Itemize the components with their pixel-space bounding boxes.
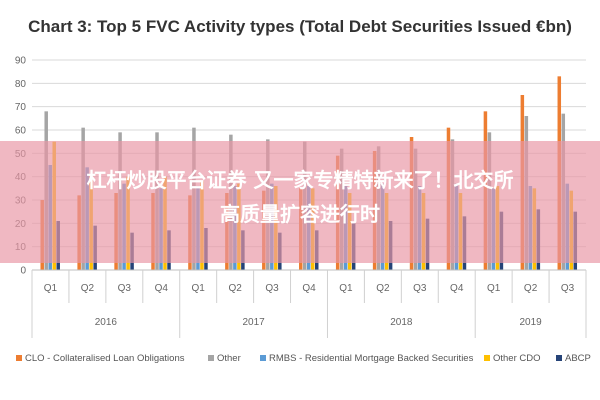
- legend-swatch: [556, 355, 562, 361]
- x-tick-label: Q3: [118, 283, 132, 294]
- x-tick-label: Q4: [155, 283, 169, 294]
- x-tick-label: Q4: [450, 283, 464, 294]
- legend-label: ABCP: [565, 353, 591, 364]
- overlay-banner[interactable]: [0, 141, 600, 263]
- legend-label: Other: [217, 353, 241, 364]
- legend: CLO - Collateralised Loan Obligations Oth…: [16, 353, 591, 364]
- legend-swatch: [208, 355, 214, 361]
- x-tick-label: Q1: [339, 283, 353, 294]
- x-tick-label: Q4: [302, 283, 316, 294]
- x-tick-label: Q3: [561, 283, 575, 294]
- legend-label: CLO - Collateralised Loan Obligations: [25, 353, 185, 364]
- y-tick-label: 80: [15, 79, 27, 90]
- legend-label: Other CDO: [493, 353, 541, 364]
- x-tick-label: Q2: [524, 283, 538, 294]
- x-axis: Q1 Q2 Q3 Q4 Q1 Q2 Q3 Q4 Q1 Q2 Q3 Q4 Q1 Q2 Q3 2016 2017 20…: [31, 269, 587, 338]
- x-tick-label: Q3: [265, 283, 279, 294]
- x-tick-label: Q1: [44, 283, 58, 294]
- y-tick-label: 70: [15, 102, 27, 113]
- y-tick-label: 90: [15, 56, 27, 67]
- overlay-line-1: 杠杆炒股平台证券 又一家专精特新来了！北交所: [86, 168, 514, 192]
- x-tick-label: Q2: [376, 283, 390, 294]
- x-tick-label: Q2: [228, 283, 242, 294]
- year-label: 2018: [390, 317, 413, 328]
- x-tick-label: Q3: [413, 283, 427, 294]
- overlay-line-2: 高质量扩容进行时: [220, 202, 380, 226]
- legend-label: RMBS - Residential Mortgage Backed Secur…: [269, 353, 474, 364]
- year-label: 2016: [95, 317, 118, 328]
- legend-swatch: [484, 355, 490, 361]
- x-tick-label: Q1: [487, 283, 501, 294]
- chart-title: Chart 3: Top 5 FVC Activity types (Total…: [28, 17, 572, 36]
- x-tick-label: Q2: [81, 283, 95, 294]
- y-tick-label: 60: [15, 126, 27, 137]
- legend-swatch: [260, 355, 266, 361]
- overlay-headline[interactable]: 杠杆炒股平台证券 又一家专精特新来了！北交所 高质量扩容进行时: [0, 163, 600, 231]
- y-tick-label: 0: [20, 266, 26, 277]
- legend-swatch: [16, 355, 22, 361]
- x-tick-label: Q1: [192, 283, 206, 294]
- year-label: 2019: [519, 317, 542, 328]
- year-label: 2017: [242, 317, 265, 328]
